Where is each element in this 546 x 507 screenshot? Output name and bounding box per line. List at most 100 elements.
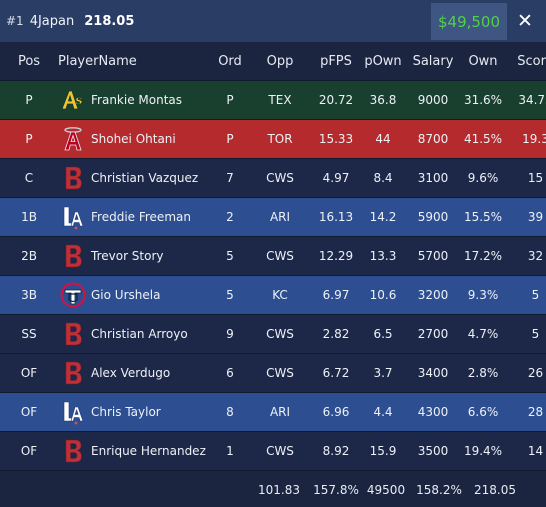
player-pown: 4.4 xyxy=(373,405,393,419)
player-score: 19.3 xyxy=(522,132,546,146)
table-row[interactable]: 1B Freddie Freeman 2 ARI 16.13 14.2 5900 15.5% 3… xyxy=(0,198,546,237)
player-own: 31.6% xyxy=(463,93,503,107)
lineup-header: #1 4Japan 218.05 $49,500 ✕ xyxy=(0,0,546,43)
player-ord: 1 xyxy=(226,444,234,458)
player-opp: ARI xyxy=(269,405,291,419)
table-row[interactable]: OF Alex Verdugo 6 CWS 6.72 3.7 3400 2.8% 26 xyxy=(0,354,546,393)
player-salary: 2700 xyxy=(417,327,449,341)
player-score: 5 xyxy=(531,327,540,341)
column-header-pfps[interactable]: pFPS xyxy=(320,54,352,69)
player-pos: P xyxy=(25,132,33,146)
column-header-opp[interactable]: Opp xyxy=(266,54,294,69)
lineup-total-score: 218.05 xyxy=(84,13,135,29)
dodgers-logo xyxy=(58,399,88,425)
player-pown: 8.4 xyxy=(373,171,393,185)
player-pfps: 6.72 xyxy=(322,366,350,380)
player-ord: 8 xyxy=(226,405,234,419)
dodgers-logo xyxy=(58,204,88,230)
table-row[interactable]: 2B Trevor Story 5 CWS 12.29 13.3 5700 17.2% 32 xyxy=(0,237,546,276)
player-score: 5 xyxy=(531,288,540,302)
table-row[interactable]: 3B Gio Urshela 5 KC 6.97 10.6 3200 9.3% 5 xyxy=(0,276,546,315)
player-ord: 7 xyxy=(226,171,234,185)
player-salary: 4300 xyxy=(417,405,449,419)
column-header-ord[interactable]: Ord xyxy=(218,54,242,69)
totals-pfps: 101.83 xyxy=(258,483,300,497)
angels-logo xyxy=(58,126,88,152)
player-name: Freddie Freeman xyxy=(91,210,191,224)
red-sox-logo xyxy=(58,165,88,191)
player-opp: TOR xyxy=(267,132,293,146)
player-pown: 10.6 xyxy=(369,288,397,302)
player-opp: CWS xyxy=(266,249,294,263)
player-ord: 5 xyxy=(226,249,234,263)
player-salary: 5700 xyxy=(417,249,449,263)
player-pfps: 2.82 xyxy=(322,327,350,341)
column-header-playername[interactable]: PlayerName xyxy=(58,54,137,69)
player-pos: 2B xyxy=(21,249,37,263)
close-icon[interactable]: ✕ xyxy=(517,10,533,32)
player-score: 32 xyxy=(527,249,544,263)
player-pos: OF xyxy=(20,366,38,380)
player-ord: P xyxy=(226,93,234,107)
player-opp: TEX xyxy=(268,93,292,107)
player-pos: 1B xyxy=(21,210,37,224)
player-salary: 3100 xyxy=(417,171,449,185)
player-pfps: 6.97 xyxy=(322,288,350,302)
player-pfps: 8.92 xyxy=(322,444,350,458)
athletics-logo: s xyxy=(58,88,88,112)
red-sox-logo xyxy=(58,243,88,269)
player-salary: 3200 xyxy=(417,288,449,302)
player-name: Christian Vazquez xyxy=(91,171,199,185)
player-pown: 6.5 xyxy=(373,327,393,341)
player-score: 15 xyxy=(527,171,544,185)
column-header-pos[interactable]: Pos xyxy=(17,54,41,69)
lineup-salary-badge: $49,500 xyxy=(431,3,507,40)
column-header-salary[interactable]: Salary xyxy=(412,54,454,69)
column-header-pown[interactable]: pOwn xyxy=(364,54,402,69)
player-name: Chris Taylor xyxy=(91,405,161,419)
player-ord: 9 xyxy=(226,327,234,341)
player-pown: 3.7 xyxy=(373,366,393,380)
player-pown: 14.2 xyxy=(369,210,397,224)
player-pfps: 6.96 xyxy=(322,405,350,419)
player-salary: 9000 xyxy=(417,93,449,107)
player-pfps: 20.72 xyxy=(318,93,354,107)
column-header-score[interactable]: Score xyxy=(517,54,546,69)
player-name: Christian Arroyo xyxy=(91,327,188,341)
table-row[interactable]: SS Christian Arroyo 9 CWS 2.82 6.5 2700 4.7% 5 xyxy=(0,315,546,354)
table-row[interactable]: OF Chris Taylor 8 ARI 6.96 4.4 4300 6.6% 28 xyxy=(0,393,546,432)
svg-text:s: s xyxy=(76,93,83,107)
player-salary: 5900 xyxy=(417,210,449,224)
player-salary: 3500 xyxy=(417,444,449,458)
player-pfps: 16.13 xyxy=(318,210,354,224)
player-pown: 44 xyxy=(375,132,391,146)
red-sox-logo xyxy=(58,438,88,464)
twins-logo xyxy=(58,282,88,308)
player-score: 26 xyxy=(527,366,544,380)
player-name: Trevor Story xyxy=(91,249,164,263)
player-pown: 15.9 xyxy=(369,444,397,458)
player-pos: SS xyxy=(21,327,37,341)
player-pos: P xyxy=(25,93,33,107)
totals-own: 158.2% xyxy=(416,483,462,497)
player-ord: P xyxy=(226,132,234,146)
player-ord: 6 xyxy=(226,366,234,380)
player-pfps: 15.33 xyxy=(318,132,354,146)
player-own: 4.7% xyxy=(467,327,499,341)
player-own: 15.5% xyxy=(463,210,503,224)
red-sox-logo xyxy=(58,321,88,347)
player-pown: 13.3 xyxy=(369,249,397,263)
player-own: 19.4% xyxy=(463,444,503,458)
table-row[interactable]: C Christian Vazquez 7 CWS 4.97 8.4 3100 9.6% 15 xyxy=(0,159,546,198)
totals-pown: 157.8% xyxy=(313,483,359,497)
player-own: 2.8% xyxy=(467,366,499,380)
red-sox-logo xyxy=(58,360,88,386)
column-header-own[interactable]: Own xyxy=(468,54,498,69)
lineup-rank: #1 xyxy=(6,14,24,28)
table-row[interactable]: OF Enrique Hernandez 1 CWS 8.92 15.9 3500 19.4%… xyxy=(0,432,546,471)
player-pos: OF xyxy=(20,444,38,458)
player-ord: 5 xyxy=(226,288,234,302)
table-row[interactable]: P Shohei Ohtani P TOR 15.33 44 8700 41.5% 19.3 xyxy=(0,120,546,159)
